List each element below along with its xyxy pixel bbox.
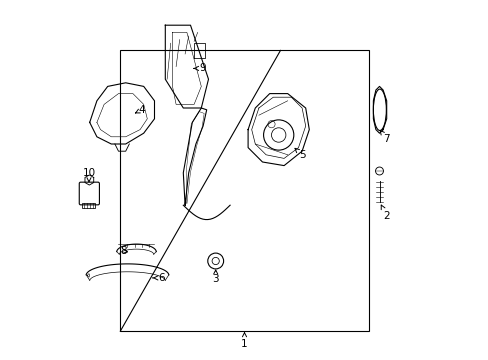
Text: 8: 8 (121, 246, 127, 256)
Text: 9: 9 (194, 63, 206, 73)
Text: 7: 7 (379, 130, 389, 144)
Text: 1: 1 (241, 333, 247, 349)
Text: 5: 5 (294, 148, 305, 160)
Bar (82, 203, 95, 208)
Text: 3: 3 (212, 270, 219, 284)
Text: 6: 6 (153, 273, 164, 283)
Bar (120, 50, 368, 331)
Text: 10: 10 (82, 168, 95, 182)
Text: 2: 2 (381, 205, 389, 221)
Text: 4: 4 (135, 105, 145, 115)
